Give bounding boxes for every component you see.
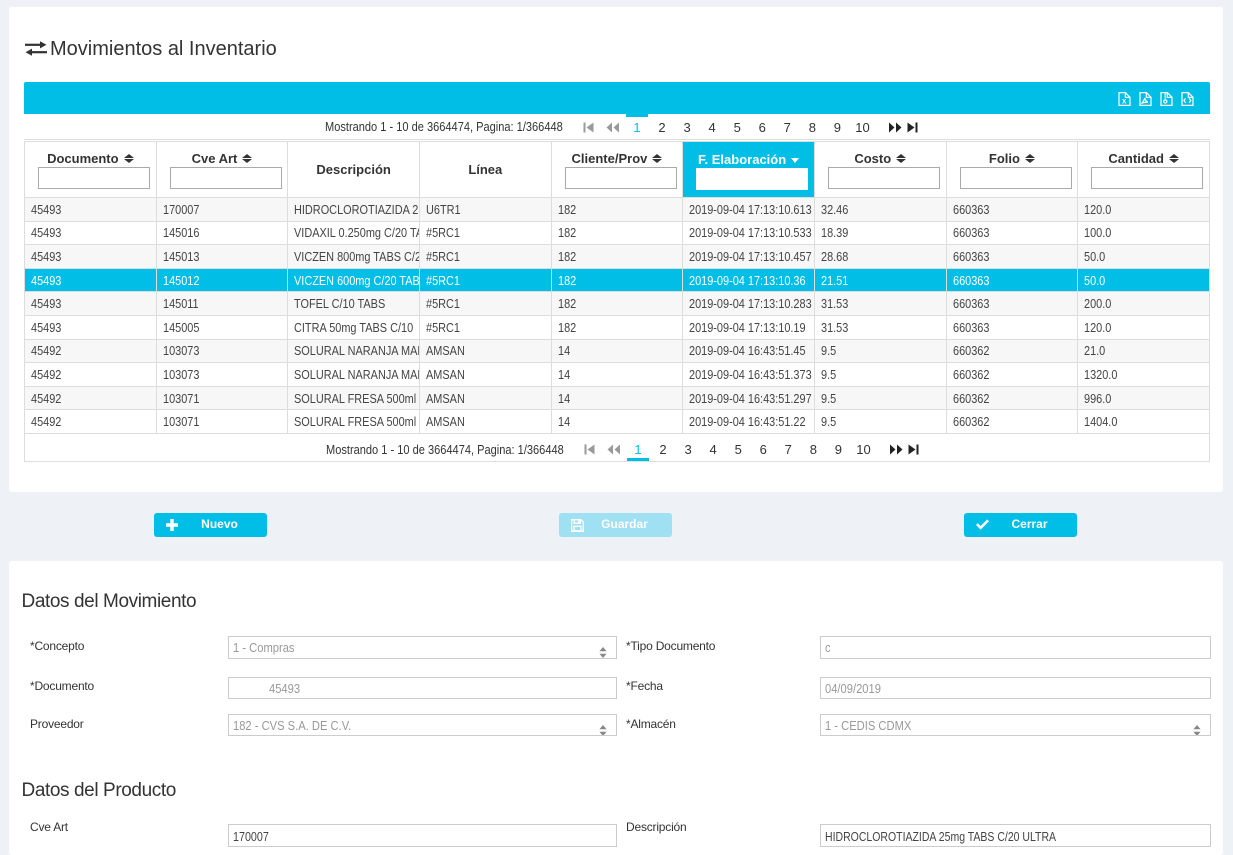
svg-text:x: x [1122, 97, 1127, 106]
